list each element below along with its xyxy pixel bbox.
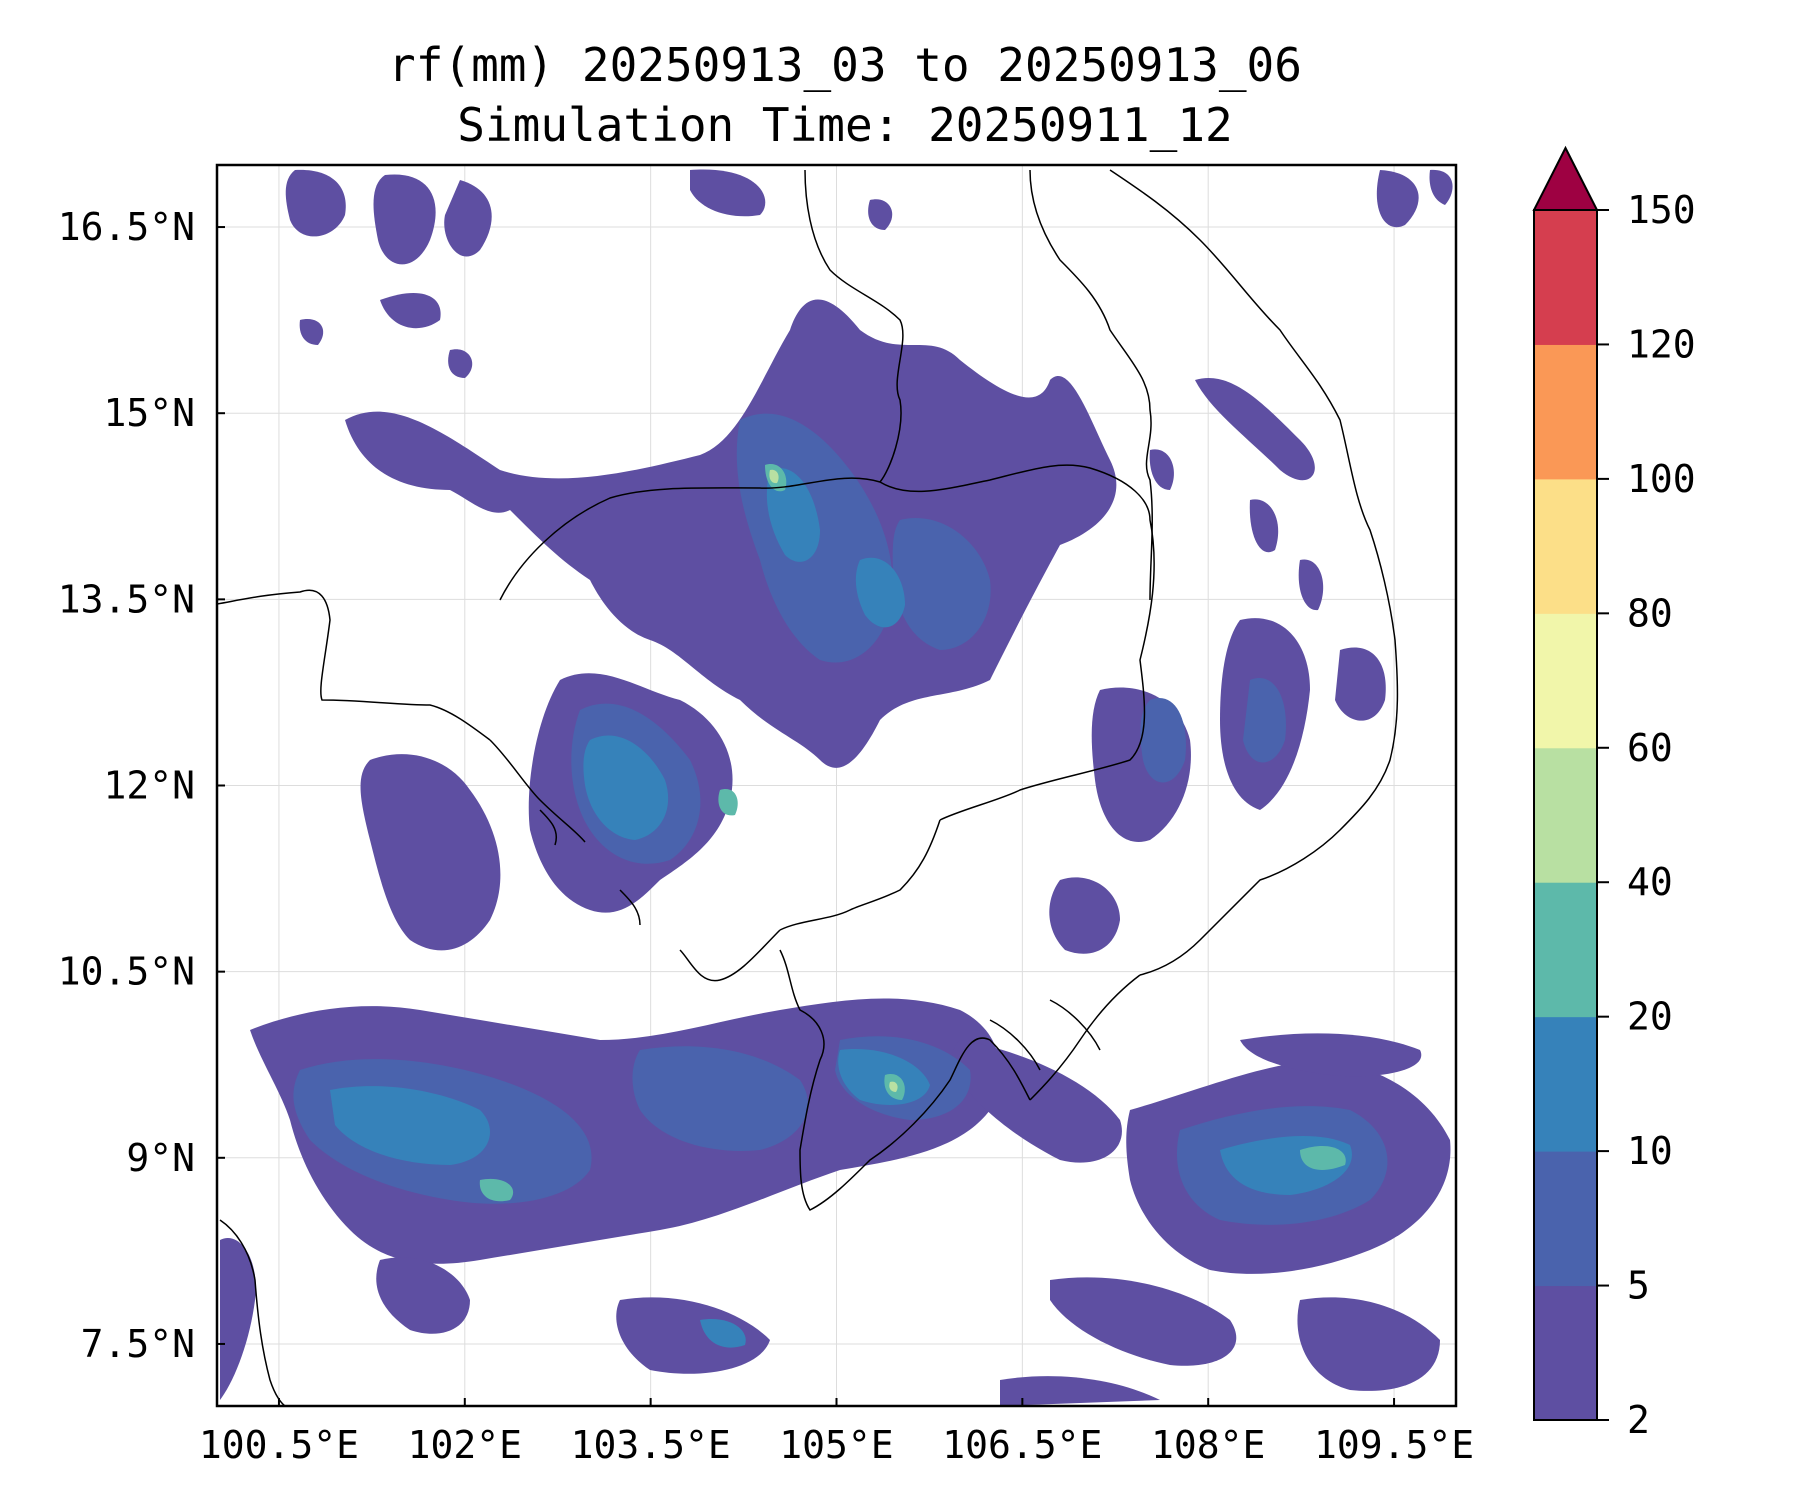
lat-tick-label: 12°N — [103, 764, 195, 808]
lat-tick-label: 15°N — [103, 391, 195, 435]
colorbar-segment — [1534, 613, 1597, 749]
lon-tick-label: 102°E — [408, 1423, 522, 1467]
colorbar-segment — [1534, 882, 1597, 1018]
coastlines-borders — [217, 169, 1399, 1406]
lat-tick-label: 16.5°N — [58, 205, 195, 249]
colorbar-segment — [1534, 1151, 1597, 1287]
colorbar-segment — [1534, 1285, 1597, 1421]
rain-patches-level-10-20 — [330, 468, 1352, 1348]
map-frame — [215, 163, 1458, 1408]
lon-tick-label: 105°E — [779, 1423, 893, 1467]
lon-tick-label: 103.5°E — [571, 1423, 731, 1467]
colorbar-frame — [1533, 209, 1598, 1421]
colorbar-tick-label: 150 — [1627, 188, 1696, 232]
latitude-axis: 16.5°N 15°N 13.5°N 12°N 10.5°N 9°N 7.5°N — [58, 205, 225, 1366]
colorbar-extend-arrow — [1532, 145, 1599, 211]
colorbar-tick-label: 20 — [1627, 995, 1673, 1039]
lon-tick-label: 109.5°E — [1314, 1423, 1474, 1467]
lon-tick-label: 108°E — [1151, 1423, 1265, 1467]
longitude-axis: 100.5°E 102°E 103.5°E 105°E 106.5°E 108°E 109.… — [199, 1398, 1474, 1467]
lat-tick-label: 10.5°N — [58, 950, 195, 994]
colorbar-tick-label: 120 — [1627, 322, 1696, 366]
lon-tick-label: 100.5°E — [199, 1423, 359, 1467]
colorbar-tick-label: 5 — [1627, 1264, 1650, 1308]
colorbar-segment — [1534, 344, 1597, 480]
colorbar-segment — [1534, 210, 1597, 345]
lat-tick-label: 9°N — [126, 1136, 195, 1180]
map-title-line-2: Simulation Time: 20250911_12 — [457, 98, 1233, 152]
map-title-line-1: rf(mm) 20250913_03 to 20250913_06 — [388, 38, 1302, 92]
lon-tick-label: 106.5°E — [942, 1423, 1102, 1467]
lat-tick-label: 13.5°N — [58, 577, 195, 621]
colorbar: 2 5 10 20 40 60 80 100 120 150 — [1532, 145, 1696, 1442]
colorbar-segment — [1534, 478, 1597, 614]
colorbar-tick-label: 2 — [1627, 1398, 1650, 1442]
rainfall-field — [220, 169, 1453, 1406]
colorbar-segment — [1534, 747, 1597, 883]
colorbar-tick-label: 40 — [1627, 860, 1673, 904]
rain-patches-level-40-60 — [769, 469, 898, 1092]
colorbar-tick-label: 80 — [1627, 591, 1673, 635]
colorbar-tick-label: 60 — [1627, 726, 1673, 770]
colorbar-tick-label: 10 — [1627, 1129, 1673, 1173]
colorbar-segment — [1534, 1016, 1597, 1152]
lat-tick-label: 7.5°N — [81, 1322, 195, 1366]
colorbar-tick-label: 100 — [1627, 457, 1696, 501]
map-panel: 100.5°E 102°E 103.5°E 105°E 106.5°E 108°E 109.… — [58, 163, 1474, 1467]
